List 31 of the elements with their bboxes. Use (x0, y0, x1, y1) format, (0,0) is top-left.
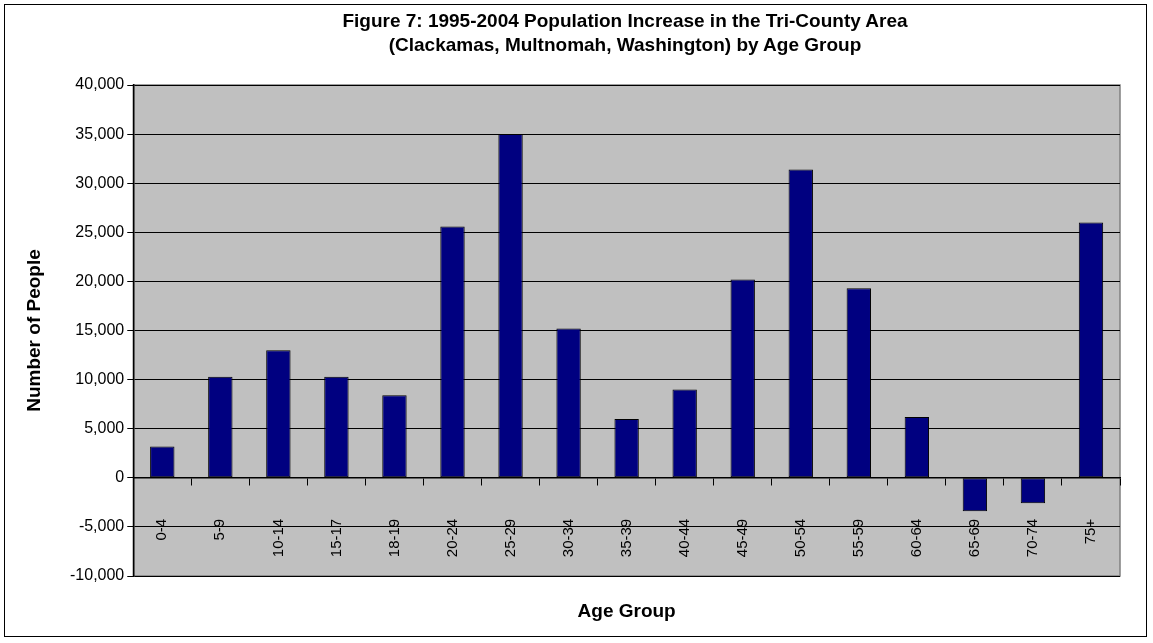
x-axis-title: Age Group (577, 600, 676, 622)
chart-title: Figure 7: 1995-2004 Population Increase in the Tri-County Area (Clackamas, Multnomah, Washington) by Age Group (342, 10, 909, 55)
y-tick-label: 0 (115, 468, 125, 486)
x-tick-label: 25-29 (500, 518, 518, 558)
y-tick-label: -5,000 (78, 517, 125, 535)
x-tick-label: 35-39 (616, 518, 634, 558)
x-tick-label: 50-54 (790, 518, 808, 558)
x-tick-label: 0-4 (152, 518, 170, 541)
y-tick-label: 40,000 (75, 75, 125, 93)
x-tick-label: 60-64 (906, 518, 924, 558)
y-tick-label: 25,000 (75, 222, 125, 240)
y-tick-label: 15,000 (75, 320, 125, 338)
y-tick-label: 35,000 (75, 124, 125, 142)
y-axis-title: Number of People (23, 249, 45, 412)
y-tick-label: 20,000 (75, 271, 125, 289)
y-tick-label: 10,000 (75, 370, 125, 388)
y-tick-label: 5,000 (84, 419, 125, 437)
x-tick-label: 30-34 (558, 518, 576, 558)
x-tick-label: 10-14 (268, 518, 286, 558)
x-tick-label: 75+ (1081, 518, 1099, 545)
x-tick-label: 5-9 (210, 518, 228, 541)
y-tick-label: 30,000 (75, 173, 125, 191)
x-tick-label: 18-19 (384, 518, 402, 558)
x-tick-label: 15-17 (326, 518, 344, 558)
x-tick-label: 70-74 (1023, 518, 1041, 558)
y-tick-label: -10,000 (70, 566, 125, 584)
x-tick-label: 55-59 (848, 518, 866, 558)
x-tick-label: 45-49 (732, 518, 750, 558)
x-tick-label: 65-69 (965, 518, 983, 558)
x-tick-label: 40-44 (674, 518, 692, 558)
x-tick-label: 20-24 (442, 518, 460, 558)
